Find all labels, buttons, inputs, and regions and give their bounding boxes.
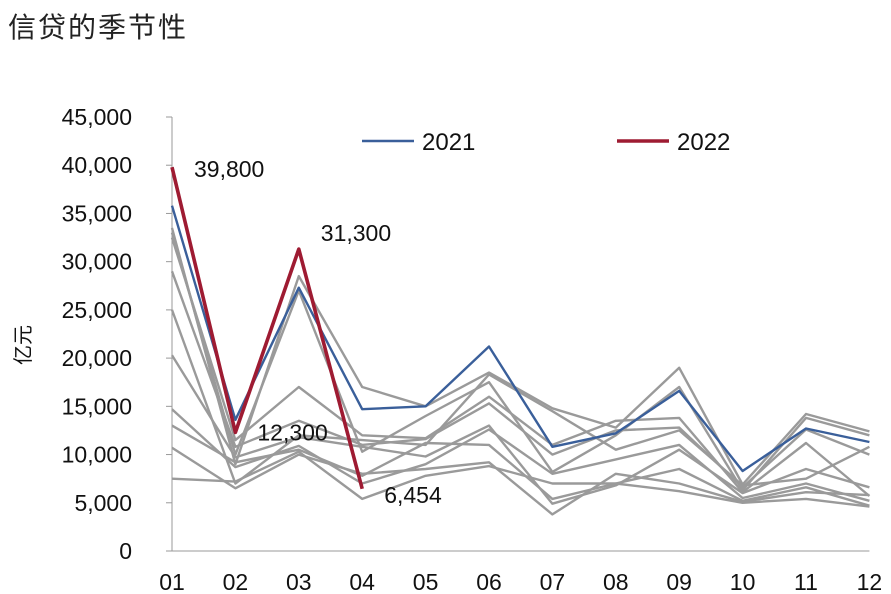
background-series-line-6	[170, 354, 870, 505]
x-tick-label: 02	[223, 569, 249, 594]
background-series-line-4	[170, 270, 870, 489]
background-series-line-9	[171, 446, 870, 516]
series-line-2021	[170, 205, 870, 473]
y-tick-label: 0	[119, 538, 132, 564]
x-tick-label: 08	[603, 569, 629, 594]
data-label: 39,800	[194, 156, 264, 182]
background-series-line-10	[171, 450, 870, 508]
legend-label-2022: 2022	[677, 129, 730, 156]
y-tick-label: 35,000	[62, 200, 132, 226]
background-series-line-8	[171, 424, 870, 507]
y-tick-label: 5,000	[74, 490, 132, 516]
y-tick-label: 10,000	[62, 442, 132, 468]
y-tick-label: 45,000	[62, 104, 132, 130]
x-tick-label: 10	[730, 569, 756, 594]
y-tick-label: 40,000	[62, 152, 132, 178]
x-axis: 01 02 03 04 05 06 07 08 09 10 11 12	[159, 550, 883, 594]
background-series-line-1	[170, 227, 870, 486]
x-tick-label: 07	[540, 569, 566, 594]
data-label: 31,300	[321, 220, 391, 246]
y-tick-label: 25,000	[62, 297, 132, 323]
y-axis-label: 亿元	[11, 325, 35, 365]
highlight-series-lines	[170, 166, 870, 490]
x-tick-label: 04	[349, 569, 375, 594]
x-tick-label: 12	[857, 569, 883, 594]
chart-title: 信贷的季节性	[8, 11, 189, 44]
data-labels: 39,800 31,300 12,300 6,454	[194, 156, 442, 508]
background-series-lines	[170, 227, 871, 516]
background-series-line-7	[171, 408, 870, 502]
data-label: 6,454	[384, 482, 442, 508]
x-tick-label: 05	[413, 569, 439, 594]
x-tick-label: 03	[286, 569, 312, 594]
x-tick-label: 06	[476, 569, 502, 594]
series-line-2022	[170, 166, 364, 490]
x-tick-label: 11	[794, 569, 818, 594]
data-label: 12,300	[257, 419, 327, 445]
y-tick-label: 15,000	[62, 393, 132, 419]
y-axis: 0 5,000 10,000 15,000 20,000 25,000 30,000 35,0…	[62, 104, 173, 564]
legend: 2021 2022	[362, 129, 730, 156]
x-tick-label: 01	[159, 569, 185, 594]
background-series-line-5	[170, 309, 870, 487]
legend-label-2021: 2021	[422, 129, 475, 156]
y-tick-label: 30,000	[62, 249, 132, 275]
y-tick-label: 20,000	[62, 345, 132, 371]
x-tick-label: 09	[666, 569, 692, 594]
